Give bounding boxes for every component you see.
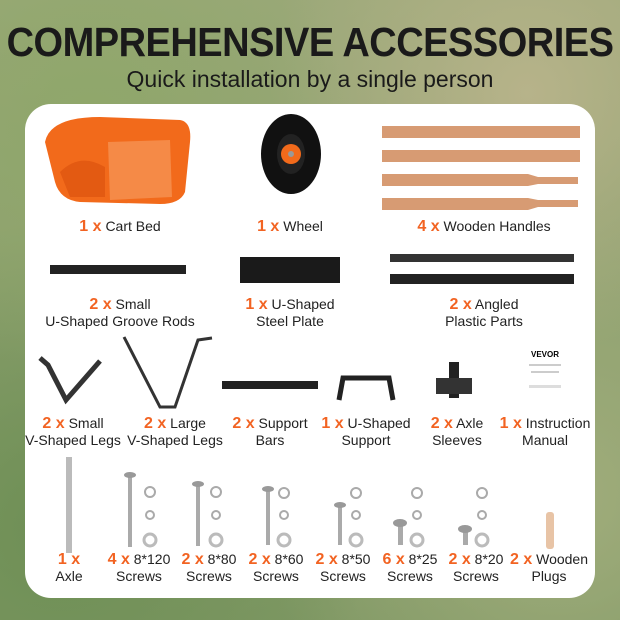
item-screws-8x120: 4 x 8*120 Screws	[107, 551, 171, 584]
axle-sleeves-image	[436, 362, 472, 398]
vevor-logo: VEVOR	[530, 350, 559, 359]
item-screws-8x80: 2 x 8*80 Screws	[181, 551, 237, 584]
item-axle-sleeves: 2 x Axle Sleeves	[430, 415, 484, 448]
item-steel-plate: 1 x U-Shaped Steel Plate	[245, 296, 335, 329]
item-support-bars: 2 x Support Bars	[232, 415, 308, 448]
item-screws-8x50: 2 x 8*50 Screws	[315, 551, 371, 584]
support-bars-image	[222, 381, 318, 389]
item-screws-8x60: 2 x 8*60 Screws	[248, 551, 304, 584]
steel-plate-image	[240, 257, 340, 283]
item-wheel: 1 x Wheel	[257, 218, 323, 235]
groove-rods-image	[50, 265, 186, 274]
item-instruction-manual: 1 x Instruction Manual	[499, 415, 591, 448]
item-screws-8x20: 2 x 8*20 Screws	[448, 551, 504, 584]
page-title: COMPREHENSIVE ACCESSORIES	[6, 20, 614, 66]
item-groove-rods: 2 x Small U-Shaped Groove Rods	[45, 296, 195, 329]
axle-image	[66, 457, 72, 553]
item-wooden-plugs: 2 x Wooden Plugs	[509, 551, 589, 584]
small-v-legs-image	[38, 356, 102, 405]
screw-8x20-image	[458, 487, 490, 548]
wooden-handles-image	[382, 126, 580, 210]
item-cart-bed: 1 x Cart Bed	[79, 218, 161, 235]
instruction-manual-image: VEVOR	[525, 350, 565, 400]
item-screws-8x25: 6 x 8*25 Screws	[382, 551, 438, 584]
item-wooden-handles: 4 x Wooden Handles	[417, 218, 551, 235]
screw-8x60-image	[262, 486, 292, 548]
item-axle: 1 x Axle	[55, 551, 83, 585]
item-small-v-legs: 2 x Small V-Shaped Legs	[25, 415, 121, 448]
item-u-support: 1 x U-Shaped Support	[321, 415, 411, 448]
page-subtitle: Quick installation by a single person	[126, 66, 494, 92]
plastic-parts-image	[390, 254, 574, 284]
wheel-image	[261, 114, 321, 194]
item-plastic-parts: 2 x Angled Plastic Parts	[445, 296, 523, 329]
screw-8x50-image	[334, 487, 364, 548]
screw-8x25-image	[393, 487, 425, 548]
item-large-v-legs: 2 x Large V-Shaped Legs	[127, 415, 223, 448]
large-v-legs-image	[122, 336, 213, 409]
u-support-image	[336, 375, 396, 401]
cart-bed-image	[45, 117, 191, 204]
screw-8x80-image	[192, 481, 224, 548]
screw-8x120-image	[124, 472, 158, 548]
wooden-plug-image	[546, 512, 554, 549]
